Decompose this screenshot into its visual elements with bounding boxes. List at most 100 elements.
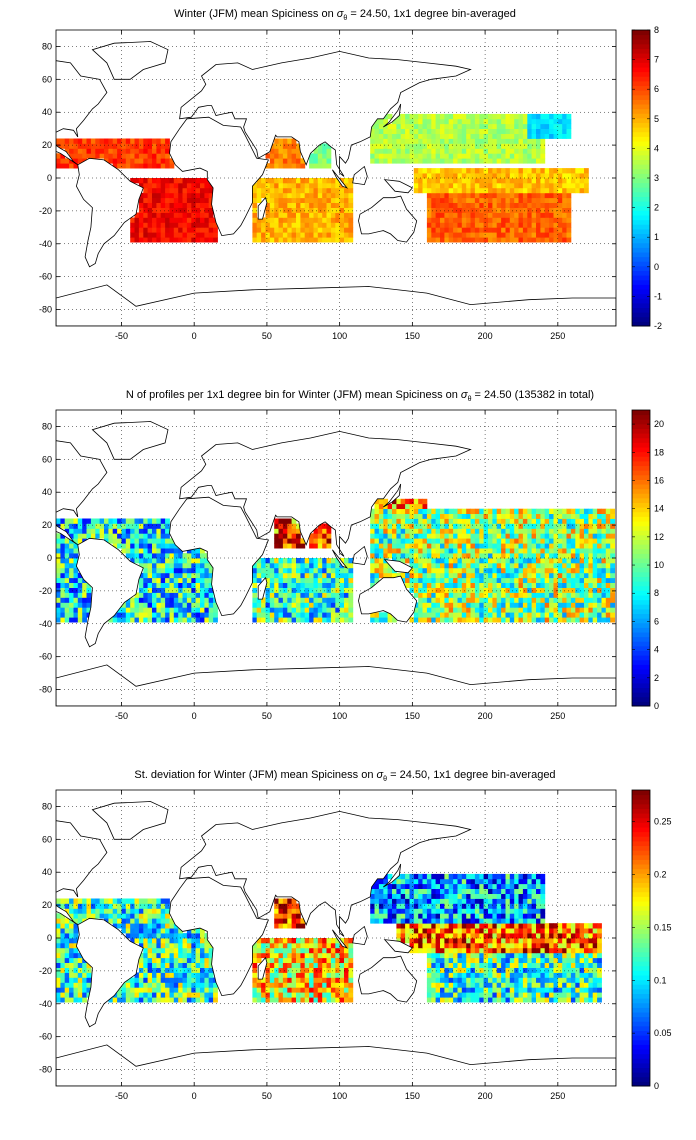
colorbar-tick-label: 10 bbox=[654, 560, 664, 570]
panel-3: St. deviation for Winter (JFM) mean Spic… bbox=[39, 769, 672, 1101]
x-tick-label: 0 bbox=[192, 711, 197, 721]
landmass-6 bbox=[257, 196, 268, 220]
y-tick-label: -40 bbox=[39, 999, 52, 1009]
x-tick-label: -50 bbox=[115, 711, 128, 721]
panel-3-title: St. deviation for Winter (JFM) mean Spic… bbox=[134, 769, 555, 783]
colorbar-tick-label: 7 bbox=[654, 55, 659, 65]
colorbar-tick-label: -1 bbox=[654, 291, 662, 301]
colorbar-tick-label: 18 bbox=[654, 447, 664, 457]
y-tick-label: 60 bbox=[42, 454, 52, 464]
y-tick-label: -40 bbox=[39, 239, 52, 249]
y-tick-label: 40 bbox=[42, 867, 52, 877]
colorbar-tick-label: 8 bbox=[654, 588, 659, 598]
landmass-7 bbox=[352, 165, 368, 186]
landmass-3 bbox=[179, 430, 472, 557]
y-tick-label: 80 bbox=[42, 801, 52, 811]
y-tick-label: 40 bbox=[42, 487, 52, 497]
x-tick-label: 100 bbox=[332, 1091, 347, 1101]
colorbar-tick-label: 3 bbox=[654, 173, 659, 183]
landmass-5 bbox=[91, 801, 169, 840]
colorbar-tick-label: 6 bbox=[654, 84, 659, 94]
landmass-7 bbox=[352, 925, 368, 946]
panel-3-colorbar: 0 0.05 0.1 0.15 0.2 0.25 bbox=[631, 789, 672, 1091]
landmass-1 bbox=[75, 917, 144, 1028]
y-tick-label: 80 bbox=[42, 41, 52, 51]
y-tick-label: -20 bbox=[39, 586, 52, 596]
y-tick-label: 20 bbox=[42, 140, 52, 150]
data-field bbox=[56, 873, 602, 1003]
y-tick-label: 20 bbox=[42, 900, 52, 910]
colorbar-tick-label: 4 bbox=[654, 645, 659, 655]
y-tick-label: -80 bbox=[39, 1065, 52, 1075]
y-tick-label: 0 bbox=[47, 173, 52, 183]
x-tick-label: -50 bbox=[115, 331, 128, 341]
colorbar-tick-label: -2 bbox=[654, 321, 662, 331]
y-tick-label: 0 bbox=[47, 553, 52, 563]
landmass-10 bbox=[383, 483, 402, 508]
landmass-9 bbox=[383, 559, 414, 574]
colorbar-tick-label: 20 bbox=[654, 419, 664, 429]
y-tick-label: 60 bbox=[42, 834, 52, 844]
y-tick-label: -80 bbox=[39, 305, 52, 315]
landmass-3 bbox=[179, 50, 472, 177]
y-tick-label: 80 bbox=[42, 421, 52, 431]
colorbar-frame bbox=[631, 789, 651, 1087]
landmass-1 bbox=[75, 537, 144, 648]
y-tick-label: 40 bbox=[42, 107, 52, 117]
panel-1: Winter (JFM) mean Spiciness on σθ = 24.5… bbox=[39, 8, 662, 341]
grid bbox=[56, 410, 616, 706]
x-tick-label: 150 bbox=[405, 711, 420, 721]
landmass-5 bbox=[91, 421, 169, 460]
y-tick-label: 20 bbox=[42, 520, 52, 530]
x-tick-label: 200 bbox=[478, 1091, 493, 1101]
landmass-1 bbox=[75, 157, 144, 268]
colorbar-tick-label: 4 bbox=[654, 143, 659, 153]
grid bbox=[56, 30, 616, 326]
colorbar-tick-label: 8 bbox=[654, 25, 659, 35]
panel-1-colorbar: -2 -1 0 1 2 3 4 5 6 7 8 bbox=[631, 25, 662, 331]
colorbar-tick-label: 14 bbox=[654, 504, 664, 514]
data-field bbox=[56, 498, 615, 623]
landmass-6 bbox=[257, 956, 268, 980]
x-tick-label: 0 bbox=[192, 1091, 197, 1101]
panel-1-map: -50 0 50 100 150 200 250 -80 -60 -40 -20 0 20 40 60 80 bbox=[39, 29, 617, 341]
panel-2-title: N of profiles per 1x1 degree bin for Win… bbox=[126, 389, 594, 403]
colorbar-tick-label: 2 bbox=[654, 203, 659, 213]
y-tick-label: 60 bbox=[42, 74, 52, 84]
landmass-5 bbox=[91, 41, 169, 80]
panel-3-map: -50 0 50 100 150 200 250 -80 -60 -40 -20 0 20 40 60 80 bbox=[39, 789, 617, 1101]
panel-2: N of profiles per 1x1 degree bin for Win… bbox=[39, 389, 664, 721]
x-tick-label: 100 bbox=[332, 331, 347, 341]
landmass-6 bbox=[257, 576, 268, 600]
x-tick-label: 0 bbox=[192, 331, 197, 341]
x-tick-label: 250 bbox=[550, 711, 565, 721]
colorbar-tick-label: 16 bbox=[654, 475, 664, 485]
landmass-4 bbox=[358, 955, 418, 1003]
x-tick-label: 250 bbox=[550, 331, 565, 341]
landmass-11 bbox=[56, 664, 616, 706]
x-tick-label: 50 bbox=[262, 711, 272, 721]
x-tick-label: 200 bbox=[478, 711, 493, 721]
y-tick-label: -80 bbox=[39, 685, 52, 695]
coastlines bbox=[56, 801, 616, 1086]
x-tick-label: -50 bbox=[115, 1091, 128, 1101]
colorbar-tick-label: 0.05 bbox=[654, 1028, 672, 1038]
colorbar-tick-label: 0 bbox=[654, 1081, 659, 1091]
landmass-4 bbox=[358, 195, 418, 243]
landmass-11 bbox=[56, 284, 616, 326]
landmass-4 bbox=[358, 575, 418, 623]
colorbar-tick-label: 1 bbox=[654, 232, 659, 242]
landmass-0 bbox=[56, 60, 108, 166]
y-tick-label: 0 bbox=[47, 933, 52, 943]
panel-1-title: Winter (JFM) mean Spiciness on σθ = 24.5… bbox=[174, 8, 516, 22]
colorbar-tick-label: 0.2 bbox=[654, 870, 667, 880]
landmass-11 bbox=[56, 1044, 616, 1086]
landmass-8 bbox=[332, 929, 349, 949]
landmass-7 bbox=[352, 545, 368, 566]
y-tick-label: -40 bbox=[39, 619, 52, 629]
x-tick-label: 250 bbox=[550, 1091, 565, 1101]
colorbar-tick-label: 0 bbox=[654, 262, 659, 272]
landmass-10 bbox=[383, 863, 402, 888]
colorbar-tick-label: 6 bbox=[654, 616, 659, 626]
